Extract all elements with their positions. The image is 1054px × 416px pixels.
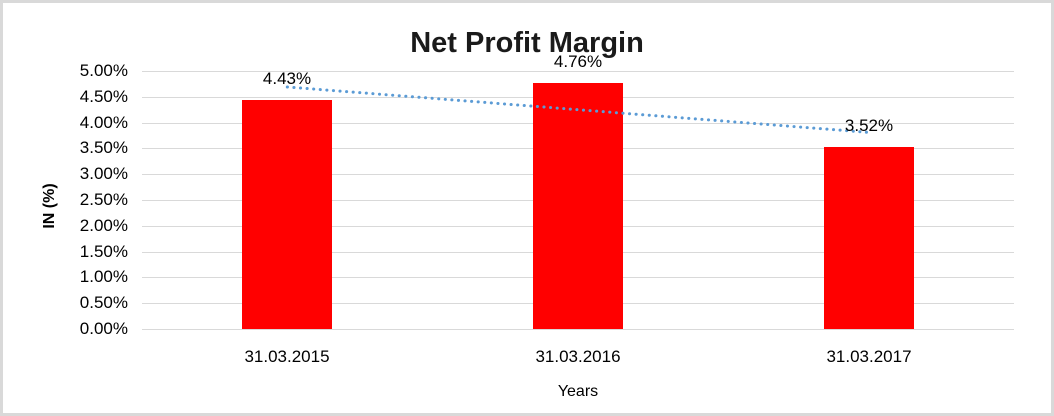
y-tick-label: 5.00%	[79, 61, 128, 80]
x-axis-title: Years	[557, 383, 599, 400]
bar-31.03.2016	[533, 83, 623, 329]
bar-data-label: 4.43%	[262, 69, 312, 88]
y-tick-label: 0.00%	[79, 319, 128, 338]
x-tick-label: 31.03.2015	[244, 347, 330, 366]
bar-31.03.2017	[824, 147, 914, 329]
gridline	[142, 329, 1014, 330]
y-tick-label: 2.50%	[79, 190, 128, 209]
plot-area	[142, 71, 1014, 330]
y-tick-label: 0.50%	[79, 293, 128, 312]
y-tick-label: 1.50%	[79, 242, 128, 261]
x-tick-label: 31.03.2016	[535, 347, 621, 366]
y-tick-label: 2.00%	[79, 216, 128, 235]
y-tick-label: 4.00%	[79, 113, 128, 132]
y-tick-label: 3.00%	[79, 164, 128, 183]
chart-title: Net Profit Margin	[410, 27, 644, 59]
bar-data-label: 3.52%	[844, 116, 894, 135]
y-tick-label: 4.50%	[79, 87, 128, 106]
bar-data-label: 4.76%	[553, 52, 603, 71]
y-tick-label: 1.00%	[79, 267, 128, 286]
y-tick-label: 3.50%	[79, 138, 128, 157]
bar-31.03.2015	[242, 100, 332, 329]
gridline	[142, 71, 1014, 72]
x-tick-label: 31.03.2017	[826, 347, 912, 366]
